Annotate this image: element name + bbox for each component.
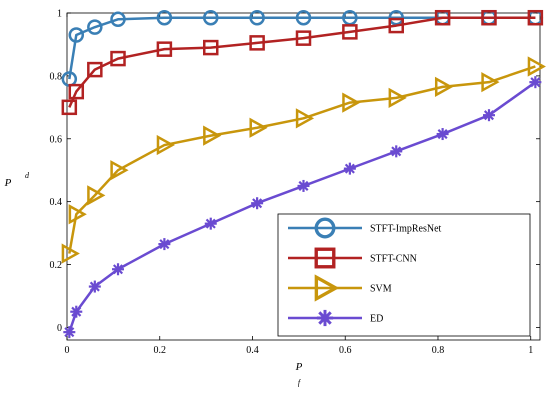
data-point: [390, 145, 403, 158]
data-point: [249, 117, 268, 138]
legend-item: STFT-ImpResNet: [288, 217, 442, 239]
legend-label: STFT-CNN: [370, 254, 417, 265]
y-tick-label: 0.6: [50, 134, 63, 145]
data-point: [249, 9, 265, 26]
data-point: [434, 9, 451, 26]
data-point: [110, 160, 129, 181]
data-point: [110, 11, 126, 28]
data-point: [295, 30, 312, 46]
series-stft-impresnet: [61, 9, 544, 87]
data-point: [158, 238, 171, 251]
x-tick-label: 0.4: [246, 345, 259, 356]
legend-marker: [314, 217, 336, 239]
data-point: [87, 19, 103, 35]
data-point: [388, 17, 404, 34]
series-line: [68, 16, 536, 80]
data-point: [156, 9, 173, 26]
data-point: [251, 197, 264, 210]
series-ed: [63, 76, 542, 339]
axis-labels: P f P d: [4, 171, 303, 387]
legend-label: ED: [370, 314, 383, 325]
x-tick-label: 0.8: [432, 345, 445, 356]
data-point: [482, 109, 495, 122]
data-point: [527, 9, 544, 26]
data-point: [434, 76, 454, 98]
data-point: [481, 72, 500, 93]
plot-border: [66, 12, 541, 341]
x-tick-label: 0: [65, 345, 70, 356]
legend: STFT-ImpResNet STFT-CNN SVM ED: [277, 213, 531, 337]
plot-area: [66, 12, 541, 341]
y-tick-label: 0.2: [50, 260, 63, 271]
axis-ticks: 0 0.2 0.4 0.6 0.8 1 0 0.2 0.4 0.6 0.8 1: [50, 9, 540, 356]
data-point: [156, 41, 173, 57]
series-stft-cnn: [61, 9, 544, 116]
data-point: [295, 108, 315, 129]
legend-marker: [316, 309, 334, 327]
legend-item: STFT-CNN: [288, 247, 417, 269]
data-point: [68, 83, 85, 100]
legend-label: STFT-ImpResNet: [370, 224, 442, 235]
legend-item: SVM: [288, 274, 392, 302]
data-point: [295, 9, 312, 26]
y-tick-label: 0: [57, 323, 62, 334]
data-point: [112, 263, 125, 276]
data-point: [88, 280, 101, 293]
y-axis-label-sub: d: [25, 171, 30, 180]
data-point: [61, 99, 78, 116]
data-point: [87, 185, 106, 206]
data-point: [297, 179, 310, 192]
x-axis-label: P: [295, 361, 303, 373]
data-point: [388, 9, 404, 26]
data-point: [203, 125, 222, 146]
series-line: [68, 16, 536, 108]
data-point: [203, 9, 219, 26]
data-point: [342, 92, 361, 113]
y-axis-label: P: [4, 177, 12, 189]
data-point: [388, 87, 407, 109]
data-point: [342, 24, 358, 40]
data-point: [204, 217, 217, 230]
legend-label: SVM: [370, 284, 392, 295]
legend-item: ED: [288, 309, 383, 327]
data-point: [110, 50, 126, 67]
series-layer: [61, 9, 546, 339]
data-point: [436, 128, 449, 141]
data-point: [68, 27, 85, 43]
data-point: [68, 204, 87, 225]
data-point: [70, 305, 83, 318]
data-point: [529, 76, 542, 89]
y-tick-label: 0.8: [50, 71, 63, 82]
series-line: [68, 65, 536, 254]
x-tick-label: 0.2: [153, 345, 166, 356]
x-axis-label-sub: f: [298, 378, 302, 387]
data-point: [87, 61, 103, 78]
x-tick-label: 0.6: [339, 345, 352, 356]
legend-marker: [314, 274, 340, 302]
data-point: [63, 326, 76, 339]
data-point: [481, 9, 497, 26]
y-tick-label: 0.4: [50, 197, 63, 208]
data-point: [249, 35, 265, 51]
legend-marker: [314, 247, 336, 269]
data-point: [527, 56, 546, 77]
data-point: [203, 39, 219, 56]
data-point: [61, 243, 80, 264]
series-svm: [61, 56, 546, 264]
data-point: [343, 162, 356, 175]
x-tick-label: 1: [528, 345, 533, 356]
y-tick-label: 1: [57, 9, 62, 20]
data-point: [156, 134, 175, 156]
